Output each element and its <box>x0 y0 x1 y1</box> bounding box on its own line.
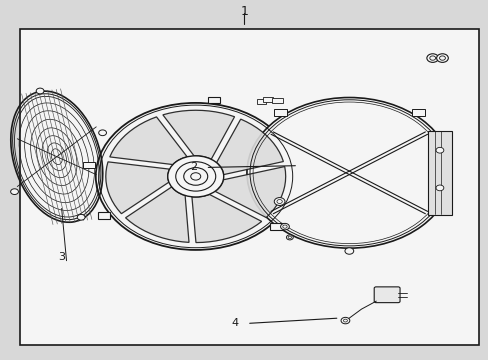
FancyBboxPatch shape <box>98 212 110 219</box>
Circle shape <box>175 162 215 191</box>
Text: 1: 1 <box>240 5 248 18</box>
Circle shape <box>77 215 85 220</box>
FancyBboxPatch shape <box>263 97 272 102</box>
Circle shape <box>183 168 207 185</box>
FancyBboxPatch shape <box>373 287 399 303</box>
Circle shape <box>274 198 285 206</box>
FancyBboxPatch shape <box>271 98 282 103</box>
FancyBboxPatch shape <box>20 30 478 345</box>
FancyBboxPatch shape <box>83 162 95 168</box>
Circle shape <box>344 248 353 254</box>
Circle shape <box>436 54 447 62</box>
Circle shape <box>167 156 224 197</box>
FancyBboxPatch shape <box>273 109 286 116</box>
Polygon shape <box>163 110 234 159</box>
Circle shape <box>11 189 19 194</box>
Text: 4: 4 <box>231 319 238 328</box>
Circle shape <box>340 318 349 324</box>
Polygon shape <box>216 119 283 175</box>
Polygon shape <box>191 194 261 243</box>
Circle shape <box>280 224 289 230</box>
Polygon shape <box>109 117 187 165</box>
Polygon shape <box>125 187 189 242</box>
Circle shape <box>435 185 443 191</box>
FancyBboxPatch shape <box>270 223 283 230</box>
Text: 2: 2 <box>189 162 197 172</box>
FancyBboxPatch shape <box>207 96 220 103</box>
Polygon shape <box>215 167 285 217</box>
Circle shape <box>426 54 438 62</box>
Circle shape <box>286 235 293 240</box>
Circle shape <box>99 130 106 136</box>
FancyBboxPatch shape <box>427 131 451 215</box>
Circle shape <box>435 147 443 153</box>
FancyBboxPatch shape <box>411 109 424 116</box>
Circle shape <box>246 98 451 248</box>
FancyBboxPatch shape <box>256 99 266 104</box>
Polygon shape <box>105 162 169 214</box>
Circle shape <box>96 103 295 250</box>
Text: 3: 3 <box>58 252 65 262</box>
Circle shape <box>190 173 201 180</box>
Circle shape <box>36 88 44 94</box>
